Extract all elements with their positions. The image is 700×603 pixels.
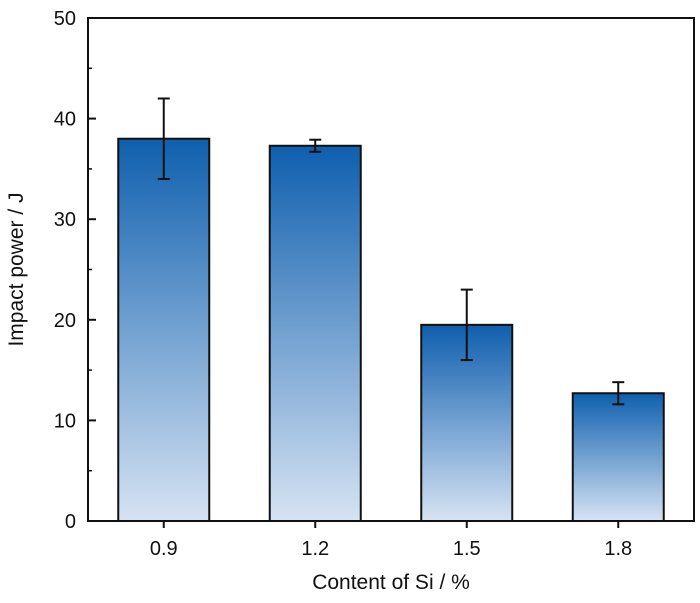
error-bar-1.5 (460, 288, 473, 362)
y-tick-label-30: 30 (54, 209, 76, 231)
y-tick-label-50: 50 (54, 8, 76, 30)
y-tick-label-20: 20 (54, 310, 76, 332)
y-tick-label-40: 40 (54, 109, 76, 131)
y-axis-title: Impact power / J (5, 192, 28, 346)
bar-1.8 (571, 392, 665, 523)
error-bars-layer (157, 97, 625, 406)
x-tick-label-1.5: 1.5 (453, 538, 481, 560)
x-tick-label-1.2: 1.2 (301, 538, 329, 560)
bar-0.9 (117, 137, 211, 522)
bar-1.2 (268, 144, 362, 522)
ticks-layer: 0.9 1.2 1.5 1.8 0 10 20 30 40 50 (54, 8, 632, 560)
x-tick-label-0.9: 0.9 (150, 538, 178, 560)
error-bar-1.8 (612, 381, 625, 406)
x-tick-label-1.8: 1.8 (604, 538, 632, 560)
x-axis-title: Content of Si / % (312, 571, 470, 594)
error-bar-1.2 (309, 138, 322, 153)
error-bar-0.9 (157, 97, 170, 180)
y-tick-label-0: 0 (65, 511, 76, 533)
bars-layer (117, 137, 665, 523)
y-tick-label-10: 10 (54, 410, 76, 432)
